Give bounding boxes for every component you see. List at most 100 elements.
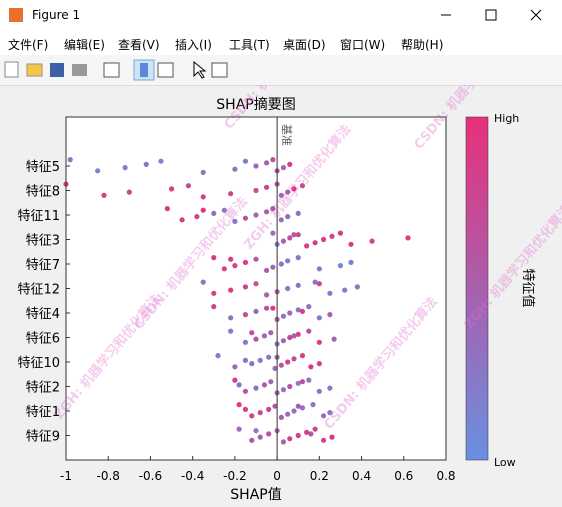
shap-point	[287, 383, 293, 390]
shap-point	[253, 256, 259, 262]
y-tick-label: 特征8	[26, 185, 60, 200]
shap-point	[278, 414, 284, 420]
shap-point	[285, 189, 291, 195]
shap-point	[327, 410, 333, 416]
shap-point	[304, 243, 310, 249]
shap-point	[101, 192, 107, 198]
menu-item[interactable]: 编辑(E)	[64, 38, 105, 52]
shap-point	[158, 158, 164, 164]
x-tick-label: -0.8	[97, 469, 120, 483]
shap-point	[228, 191, 234, 197]
shap-point	[316, 266, 322, 272]
window-title: Figure 1	[32, 8, 80, 22]
shap-point	[228, 328, 234, 334]
shap-point	[291, 186, 297, 192]
x-tick-label: 0.8	[436, 469, 455, 483]
x-tick-label: 0.2	[310, 469, 329, 483]
shap-point	[242, 312, 249, 318]
shap-point	[221, 266, 227, 272]
shap-point	[221, 207, 227, 213]
shap-point	[287, 235, 293, 241]
colorbar	[465, 116, 489, 461]
shap-point	[253, 281, 259, 287]
figure: SHAP摘要图 SHAP值 High Low 特征值 基准 ZGH: 机器学习和…	[17, 85, 562, 503]
shap-point	[200, 169, 206, 175]
y-tick-label: 特征7	[26, 258, 60, 273]
shap-point	[242, 339, 249, 345]
shap-point	[316, 339, 322, 345]
shap-point	[253, 163, 259, 169]
property-icon[interactable]	[211, 62, 228, 78]
menu-item[interactable]: 窗口(W)	[340, 38, 386, 52]
shap-point	[200, 207, 206, 213]
shap-point	[261, 382, 268, 388]
close[interactable]	[530, 9, 542, 21]
shap-point	[168, 186, 175, 192]
menu-item[interactable]: 帮助(H)	[401, 38, 444, 52]
shap-point	[249, 437, 255, 443]
shap-point	[270, 264, 276, 270]
shap-point	[280, 313, 287, 319]
shap-point	[236, 402, 242, 408]
shap-point	[280, 238, 287, 244]
shap-point	[295, 232, 301, 238]
shap-point	[310, 402, 316, 408]
menu-item[interactable]: 文件(F)	[8, 38, 49, 52]
shap-point	[257, 410, 263, 416]
x-axis-label: SHAP值	[230, 487, 281, 503]
shap-point	[95, 168, 101, 174]
shap-point	[67, 157, 73, 163]
baseline-label: 基准	[280, 124, 293, 146]
shap-point	[304, 429, 310, 435]
new-icon[interactable]	[4, 61, 19, 78]
shap-point	[263, 184, 270, 190]
toolbar	[0, 55, 562, 86]
shap-point	[211, 255, 217, 261]
title-bar: Figure 1	[0, 0, 562, 30]
menu-item[interactable]: 查看(V)	[118, 38, 160, 52]
shap-point	[253, 428, 259, 434]
x-tick-label: -1	[60, 469, 72, 483]
shap-point	[280, 387, 287, 393]
shap-point	[257, 357, 263, 363]
save-icon[interactable]	[50, 63, 64, 77]
pointer-icon[interactable]	[193, 60, 207, 79]
shap-point	[185, 183, 192, 189]
shap-point	[236, 426, 242, 432]
y-tick-label: 特征12	[17, 283, 60, 298]
shap-point	[285, 411, 291, 417]
shap-point	[270, 230, 276, 236]
toolbar-icons	[4, 59, 228, 81]
shap-point	[287, 334, 293, 341]
dock-icon[interactable]	[103, 62, 120, 78]
maximize[interactable]	[485, 9, 497, 21]
shap-point	[295, 210, 301, 216]
title-bar-graphics: Figure 1	[9, 8, 542, 22]
legend-icon[interactable]	[157, 62, 174, 78]
shap-point	[287, 161, 293, 167]
shap-point	[263, 305, 270, 311]
shap-point	[278, 217, 284, 223]
menu-item[interactable]: 桌面(D)	[283, 38, 326, 52]
shap-point	[253, 308, 259, 314]
shap-point	[249, 413, 255, 419]
shap-point	[263, 292, 270, 298]
shap-point	[285, 359, 291, 365]
menu-item[interactable]: 工具(T)	[229, 38, 270, 52]
shap-point	[308, 431, 314, 437]
shap-point	[285, 214, 291, 220]
shap-point	[337, 263, 344, 269]
shap-point	[211, 210, 217, 216]
print-icon[interactable]	[72, 64, 87, 76]
colorbar-low: Low	[494, 456, 516, 469]
shap-point	[261, 333, 268, 339]
x-tick-label: -0.6	[139, 469, 162, 483]
shap-point	[143, 161, 149, 167]
shap-point	[236, 382, 242, 388]
shap-point	[270, 305, 276, 311]
menu-item[interactable]: 插入(I)	[175, 38, 212, 52]
shap-point	[299, 183, 306, 189]
shap-point	[295, 255, 301, 261]
shap-point	[320, 413, 327, 419]
open-icon[interactable]	[26, 63, 43, 77]
